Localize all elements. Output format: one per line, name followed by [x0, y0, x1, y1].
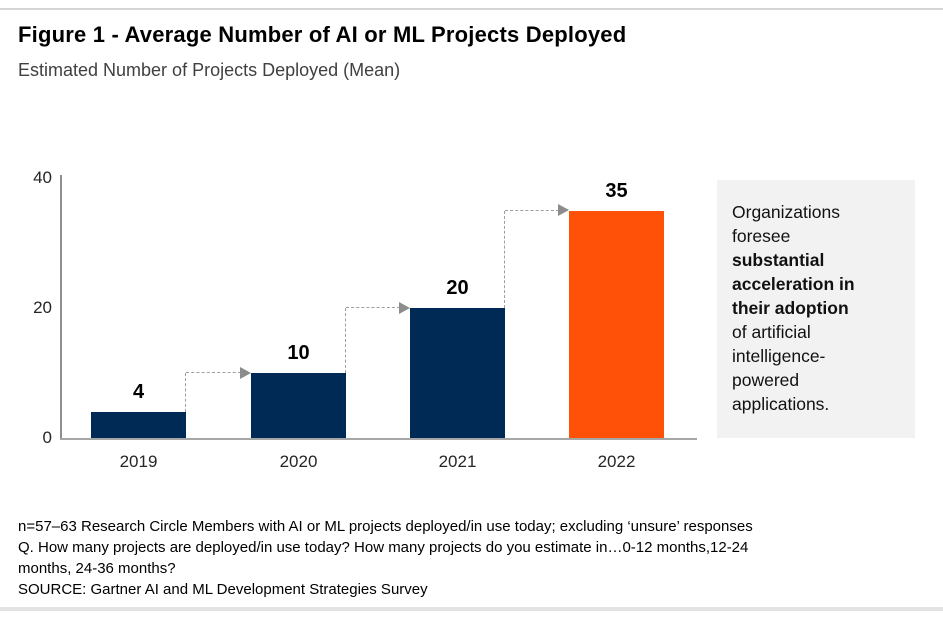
bar-value-label: 4: [132, 381, 145, 403]
callout-text-line: acceleration in: [732, 274, 855, 294]
y-tick-label: 20: [33, 298, 52, 317]
step-arrow-vertical: [504, 210, 505, 308]
step-arrow-head-icon: [240, 366, 251, 379]
callout-text-line: their adoption: [732, 298, 849, 318]
x-tick-label: 2021: [438, 452, 477, 471]
callout-panel: Organizations foresee substantial accelerat…: [717, 180, 915, 438]
footnote-block: n=57–63 Research Circle Members with AI …: [18, 516, 930, 600]
footnote-line: Q. How many projects are deployed/in use…: [18, 539, 749, 556]
callout-text-line: applications.: [732, 394, 830, 414]
x-tick-label: 2022: [597, 452, 636, 471]
bar-value-label: 20: [446, 277, 469, 299]
bar-2019: [91, 412, 186, 438]
figure-subtitle: Estimated Number of Projects Deployed (M…: [18, 60, 401, 80]
figure-bottom-border: [0, 607, 943, 611]
step-arrow-horizontal: [505, 209, 559, 211]
callout-text-line: powered: [732, 370, 800, 390]
bar-value-label: 10: [287, 342, 310, 364]
callout-text-line: substantial: [732, 250, 825, 270]
y-axis-line: [60, 175, 62, 438]
x-axis-line: [60, 438, 697, 440]
step-arrow-horizontal: [346, 307, 400, 308]
figure-title: Figure 1 - Average Number of AI or ML Pr…: [18, 22, 627, 47]
x-tick-label: 2020: [279, 452, 318, 471]
footnote-line: n=57–63 Research Circle Members with AI …: [18, 518, 753, 535]
figure-top-border: [0, 8, 943, 10]
step-arrow-vertical: [185, 373, 186, 412]
callout-text-line: foresee: [732, 226, 791, 246]
y-tick-label: 0: [42, 428, 52, 447]
callout-text-line: of artificial: [732, 322, 811, 342]
y-tick-label: 40: [33, 168, 52, 187]
step-arrow-horizontal: [186, 372, 241, 373]
step-arrow-head-icon: [399, 301, 410, 314]
footnote-line: months, 24-36 months?: [18, 560, 176, 577]
x-tick-label: 2019: [119, 452, 158, 471]
bar-2022: [569, 210, 664, 438]
bar-2020: [251, 373, 346, 438]
bar-value-label: 35: [605, 179, 628, 202]
step-arrow-head-icon: [558, 204, 569, 216]
callout-text-line: intelligence-: [732, 346, 826, 366]
step-arrow-vertical: [345, 308, 346, 373]
bar-2021: [410, 308, 505, 438]
footnote-line: SOURCE: Gartner AI and ML Development St…: [18, 581, 428, 598]
callout-text-line: Organizations: [732, 202, 840, 222]
